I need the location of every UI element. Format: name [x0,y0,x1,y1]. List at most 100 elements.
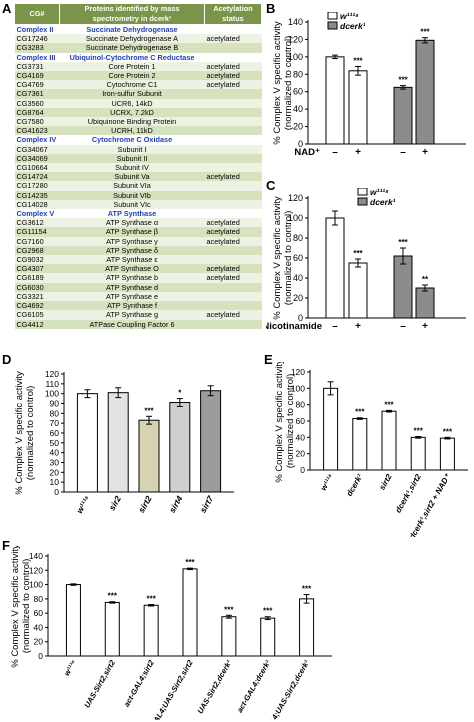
y-tick-label: 120 [45,369,59,379]
significance-label: *** [108,592,118,601]
cell-id: CG3283 [14,43,60,53]
cell-id: CG6189 [14,273,60,283]
significance-label: *** [224,605,234,614]
panel-label-d: D [2,352,12,367]
y-tick-label: 100 [288,52,303,62]
y-axis-label: % Complex V specific activity(normalized… [14,371,36,495]
bar [381,410,397,471]
table-row: CG4412 ATPase Coupling Factor 6 [14,319,262,329]
bar [439,437,455,471]
table-row: CG34067 Subunit I [14,144,262,154]
significance-label: *** [302,585,312,594]
table-row: CG14724 Subunit Va acetylated [14,172,262,182]
cell-protein: ATP Synthase α [59,218,205,228]
cell-status [204,199,262,210]
cell-status [204,153,262,164]
table-row: CG2968 ATP Synthase δ [14,245,262,256]
bar [65,584,81,657]
significance-label: ** [422,275,429,284]
cell-protein: Succinate Dehydrogenase A [59,34,205,44]
header-proteins: Proteins identified by mass spectrometry… [59,3,205,25]
bar [260,617,276,657]
cell-status [204,52,262,62]
panel-label-b: B [266,1,276,16]
cell-protein: Subunit VIa [59,181,205,191]
cell-protein: Subunit II [59,153,205,164]
cell-status: acetylated [204,273,262,283]
x-tick-label: – [332,147,338,158]
x-tick-label: + [422,147,428,158]
cell-id: Complex II [14,24,60,35]
cell-status: acetylated [204,218,262,228]
y-tick-label: 60 [293,87,303,97]
table-row: CG14028 Subunit VIc [14,199,262,210]
significance-label: *** [185,558,195,567]
y-tick-label: 20 [293,293,303,303]
cell-id: CG6105 [14,310,60,320]
significance-label: *** [420,28,430,37]
cell-protein: Iron-sulfur Subunit [59,89,205,99]
y-tick-label: 100 [29,580,43,590]
y-axis-label: % Complex V specific activity(normalized… [10,546,32,668]
chart-d: % Complex V specific activity(normalized… [14,369,234,515]
cell-protein: Ubiquinone Binding Protein [59,117,205,127]
bar [325,56,345,145]
x-tick-label: UAS-Sirt2,sirt2 [82,658,117,710]
table-row: CG6105 ATP Synthase g acetylated [14,310,262,320]
bar [169,402,191,493]
cell-status: acetylated [204,80,262,90]
legend-swatch [357,188,368,196]
x-tick-label: sirt2 [377,472,394,492]
cell-id: CG34067 [14,144,60,154]
significance-label: *** [398,238,408,247]
cell-id: CG17246 [14,34,60,44]
significance-label: *** [443,427,453,436]
cell-status [204,190,262,200]
table-row: CG17280 Subunit VIa [14,181,262,191]
table-row: CG3612 ATP Synthase α acetylated [14,218,262,228]
significance-label: *** [263,607,273,616]
cell-protein: Succinate Dehydrogenase B [59,43,205,53]
y-tick-label: 70 [50,418,60,428]
x-tick-label: UAS-Sirt2,dcerk¹ [196,658,234,715]
cell-status [204,163,262,173]
legend-label: dcerk¹ [340,21,366,31]
cell-id: CG7160 [14,236,60,246]
bar [143,604,159,657]
y-tick-label: 110 [45,379,59,389]
cell-status [204,126,262,136]
complex-row: Complex III Ubiquinol-Cytochrome C Reduct… [14,52,262,62]
x-tick-label: sirt7 [198,493,216,515]
cell-protein: Ubiquinol-Cytochrome C Reductase [59,52,205,62]
y-axis-label: % Complex V specific activity(normalized… [274,362,296,483]
y-tick-label: 60 [34,608,44,618]
cell-status: acetylated [204,34,262,44]
y-tick-label: 80 [296,400,306,410]
cell-status [204,24,262,35]
cell-protein: ATP Synthase f [59,301,205,311]
cell-protein: Subunit I [59,144,205,154]
cell-protein: ATP Synthase ε [59,255,205,265]
table-row: CG3560 UCR6, 14kD [14,98,262,108]
cell-protein: Subunit IV [59,163,205,173]
cell-id: CG4412 [14,319,60,329]
cell-status [204,117,262,127]
cell-id: CG4169 [14,71,60,81]
cell-protein: ATP Synthase e [59,291,205,302]
cell-status [204,291,262,302]
panel-label-c: C [266,178,276,193]
cell-id: CG14235 [14,190,60,200]
cell-protein: ATP Synthase β [59,227,205,237]
bar [393,255,413,319]
cell-protein: Subunit VIc [59,199,205,210]
bar [415,39,435,145]
bar [104,601,120,657]
cell-status: acetylated [204,172,262,182]
table-row: CG7361 Iron-sulfur Subunit [14,89,262,99]
significance-label: *** [353,56,363,65]
y-tick-label: 0 [54,487,59,497]
panel-label-a: A [2,1,12,16]
cell-id: CG9032 [14,255,60,265]
